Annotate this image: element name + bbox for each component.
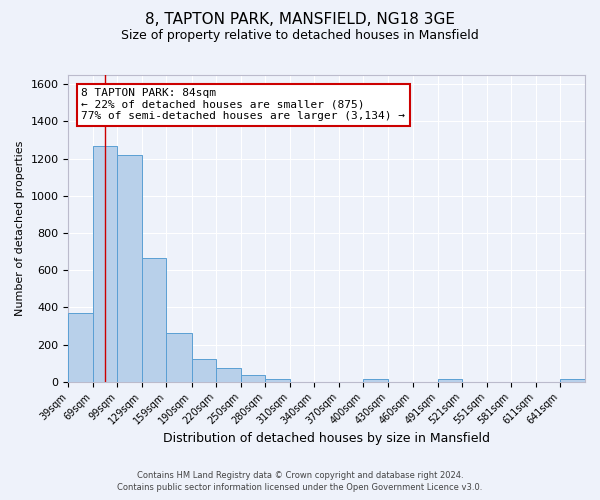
Text: Size of property relative to detached houses in Mansfield: Size of property relative to detached ho… bbox=[121, 28, 479, 42]
Bar bbox=[118, 155, 142, 382]
Bar bbox=[265, 379, 290, 382]
Text: 8 TAPTON PARK: 84sqm
← 22% of detached houses are smaller (875)
77% of semi-deta: 8 TAPTON PARK: 84sqm ← 22% of detached h… bbox=[82, 88, 406, 121]
Y-axis label: Number of detached properties: Number of detached properties bbox=[15, 140, 25, 316]
Bar bbox=[438, 379, 463, 382]
Bar bbox=[93, 146, 118, 382]
X-axis label: Distribution of detached houses by size in Mansfield: Distribution of detached houses by size … bbox=[163, 432, 490, 445]
Bar bbox=[560, 379, 585, 382]
Text: Contains HM Land Registry data © Crown copyright and database right 2024.
Contai: Contains HM Land Registry data © Crown c… bbox=[118, 471, 482, 492]
Bar bbox=[217, 368, 241, 382]
Bar bbox=[166, 334, 192, 382]
Bar bbox=[142, 258, 166, 382]
Text: 8, TAPTON PARK, MANSFIELD, NG18 3GE: 8, TAPTON PARK, MANSFIELD, NG18 3GE bbox=[145, 12, 455, 28]
Bar bbox=[68, 313, 93, 382]
Bar bbox=[364, 379, 388, 382]
Bar bbox=[192, 360, 217, 382]
Bar bbox=[241, 376, 265, 382]
